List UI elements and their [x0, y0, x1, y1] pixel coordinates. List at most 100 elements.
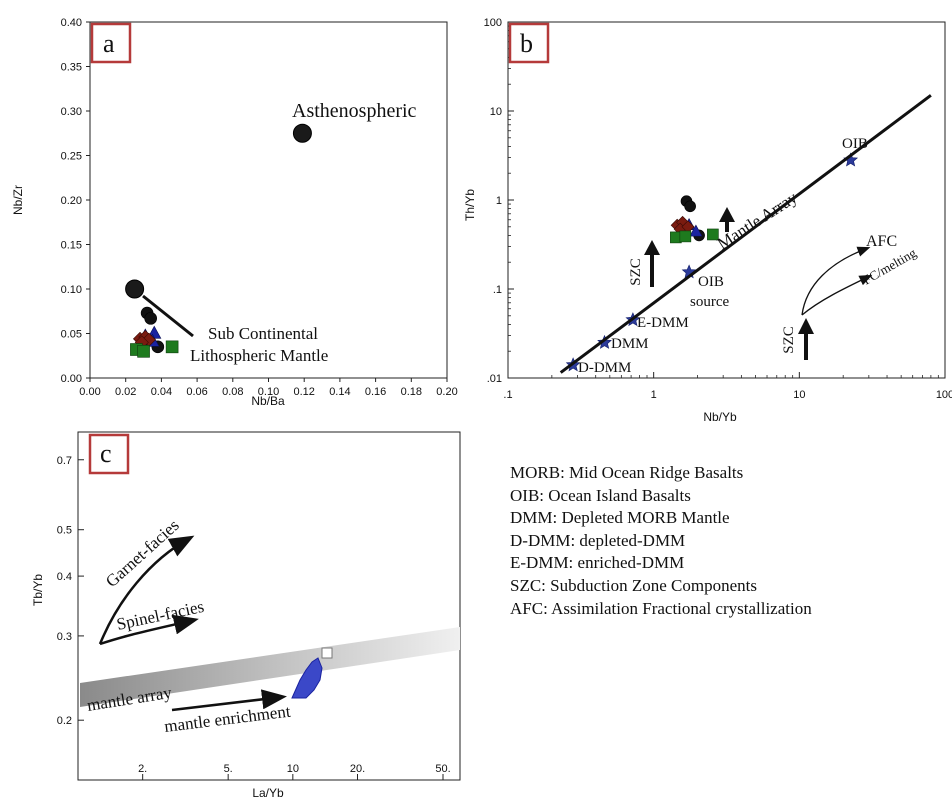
panel-b-label: b: [520, 29, 533, 58]
panel-b-xtick-label-3: 100: [936, 389, 952, 401]
panel-c-xtick-label-4: 50.: [435, 763, 450, 775]
panel-a-reference-point-0: [292, 123, 312, 143]
panel-a-axes: 0.00 0.02 0.04 0.06 0.08 0.10 0.12 0.14 0.16 0.18…: [61, 17, 458, 398]
panel-a-xtick-label-5: 0.10: [258, 386, 279, 398]
panel-c-ytick-label-4: 0.7: [57, 455, 72, 467]
panel-c-xtick-label-0: 2.: [138, 763, 147, 775]
panel-b-afc-arrow: [801, 246, 871, 316]
panel-b-szc-label-2: SZC: [781, 326, 797, 354]
panel-c-mantle-array-band: [80, 627, 460, 707]
panel-a-ytick-label-8: 0.40: [61, 17, 82, 29]
panel-a-label: a: [103, 29, 115, 58]
panel-a: 0.00 0.02 0.04 0.06 0.08 0.10 0.12 0.14 0.16 0.18…: [11, 17, 458, 408]
panel-a-sclm-label-2: Lithospheric Mantle: [190, 346, 328, 365]
panel-a-ytick-label-7: 0.35: [61, 62, 82, 74]
panel-b-xtick-label-1: 1: [651, 389, 657, 401]
panel-a-sample-12: [165, 340, 179, 354]
panel-b-ytick-label-2: 1: [496, 195, 502, 207]
panel-b-sample-4: [689, 224, 703, 237]
panel-c-ytick-label-1: 0.3: [57, 631, 72, 643]
panel-a-ylabel: Nb/Zr: [11, 185, 25, 215]
panel-a-ytick-label-1: 0.05: [61, 329, 82, 341]
panel-c: 2. 5. 10 20. 50. 0.2 0.3 0.4 0.5 0.7 c La/Yb Tb/Y…: [31, 431, 461, 798]
panel-b-reference-star-1: [597, 334, 612, 349]
panel-c-enrichment-arrow: [171, 689, 287, 712]
panel-b-oib-label: OIB: [842, 136, 868, 152]
panel-b-oib-source-label-2: source: [690, 294, 729, 310]
panel-b-afc-label: AFC: [866, 233, 897, 250]
panel-b-sample-11: [679, 230, 692, 243]
panel-b-frame: [507, 21, 946, 379]
panel-b-szc-arrowhead-2: [719, 207, 735, 222]
panel-b-ytick-label-1: .1: [493, 284, 502, 296]
panel-b-xtick-label-2: 10: [793, 389, 805, 401]
panel-c-axes: 2. 5. 10 20. 50. 0.2 0.3 0.4 0.5 0.7: [57, 455, 451, 780]
legend-item-szc: SZC: Subduction Zone Components: [510, 575, 757, 595]
legend-item-dmm: DMM: Depleted MORB Mantle: [510, 508, 730, 528]
panel-c-xtick-label-2: 10: [287, 763, 299, 775]
panel-a-label-box: [90, 22, 132, 64]
panel-a-asthenospheric-label: Asthenospheric: [292, 100, 417, 122]
panel-a-ytick-label-5: 0.25: [61, 151, 82, 163]
panel-b-ylabel: Th/Yb: [463, 189, 477, 221]
panel-a-xtick-label-6: 0.12: [293, 386, 314, 398]
panel-a-xtick-label-9: 0.18: [401, 386, 422, 398]
panel-a-sample-1: [144, 312, 157, 325]
panel-b-ddmm-label: D-DMM: [578, 360, 631, 376]
panel-a-sclm-line: [142, 294, 194, 338]
legend-item-afc: AFC: Assimilation Fractional crystalliza…: [510, 598, 812, 618]
panel-a-xtick-label-3: 0.06: [186, 386, 207, 398]
panel-c-xlabel: La/Yb: [252, 786, 284, 798]
panel-b-sample-1: [684, 200, 696, 213]
panel-c-garnet-arrow: [98, 535, 195, 645]
panel-a-xtick-label-2: 0.04: [151, 386, 172, 398]
panel-b-szc-label-1: SZC: [628, 258, 644, 286]
panel-b-mantle-array-path: [559, 94, 932, 374]
panel-c-ytick-label-2: 0.4: [57, 571, 72, 583]
panel-b-edmm-label: E-DMM: [637, 315, 689, 331]
panel-c-ylabel: Tb/Yb: [31, 574, 45, 606]
panel-b-szc-arrowhead-1: [644, 240, 660, 255]
panel-a-xtick-label-0: 0.00: [79, 386, 100, 398]
panel-a-ytick-label-4: 0.20: [61, 195, 82, 207]
panel-b-fc-arrow: [801, 274, 873, 316]
panel-b-label-box: [508, 22, 550, 64]
panel-c-ytick-label-0: 0.2: [57, 715, 72, 727]
panel-c-xtick-label-1: 5.: [224, 763, 233, 775]
legend-item-edmm: E-DMM: enriched-DMM: [510, 553, 685, 573]
panel-b-xlabel: Nb/Yb: [703, 410, 737, 424]
panel-a-xtick-label-10: 0.20: [436, 386, 457, 398]
panel-b-ytick-label-0: .01: [487, 373, 502, 385]
panel-c-xtick-label-3: 20.: [350, 763, 365, 775]
panel-a-reference-point-1: [125, 279, 145, 299]
panel-b-mantle-array-line: [559, 94, 932, 374]
panel-b-xtick-label-0: .1: [503, 389, 512, 401]
legend-item-oib: OIB: Ocean Island Basalts: [510, 485, 691, 505]
panel-a-xlabel: Nb/Ba: [251, 394, 285, 408]
panel-b-ytick-label-3: 10: [490, 106, 502, 118]
panel-c-sample-cluster: [291, 657, 323, 699]
panel-b-ytick-label-4: 100: [484, 17, 502, 29]
panel-a-xtick-label-1: 0.02: [115, 386, 136, 398]
legend-item-ddmm: D-DMM: depleted-DMM: [510, 530, 686, 550]
panel-c-reference-marker: [321, 647, 333, 659]
panel-a-xtick-label-8: 0.16: [365, 386, 386, 398]
panel-b-dmm-label: DMM: [611, 336, 649, 352]
panel-c-label: c: [100, 439, 112, 468]
panel-c-frame: [77, 431, 461, 781]
legend-item-morb: MORB: Mid Ocean Ridge Basalts: [510, 463, 744, 482]
panel-a-xtick-label-7: 0.14: [329, 386, 350, 398]
panel-a-ytick-label-0: 0.00: [61, 373, 82, 385]
panel-c-ytick-label-3: 0.5: [57, 525, 72, 537]
panel-c-spinel-arrow: [99, 614, 199, 646]
panel-a-xtick-label-4: 0.08: [222, 386, 243, 398]
panel-a-ytick-label-6: 0.30: [61, 106, 82, 118]
panel-b-oib-source-label-1: OIB: [698, 274, 724, 290]
panel-a-ytick-label-2: 0.10: [61, 284, 82, 296]
abbreviation-legend: MORB: Mid Ocean Ridge Basalts OIB: Ocean…: [510, 462, 940, 620]
panel-a-sclm-label-1: Sub Continental: [208, 324, 318, 343]
panel-b-sample-10: [707, 228, 719, 241]
